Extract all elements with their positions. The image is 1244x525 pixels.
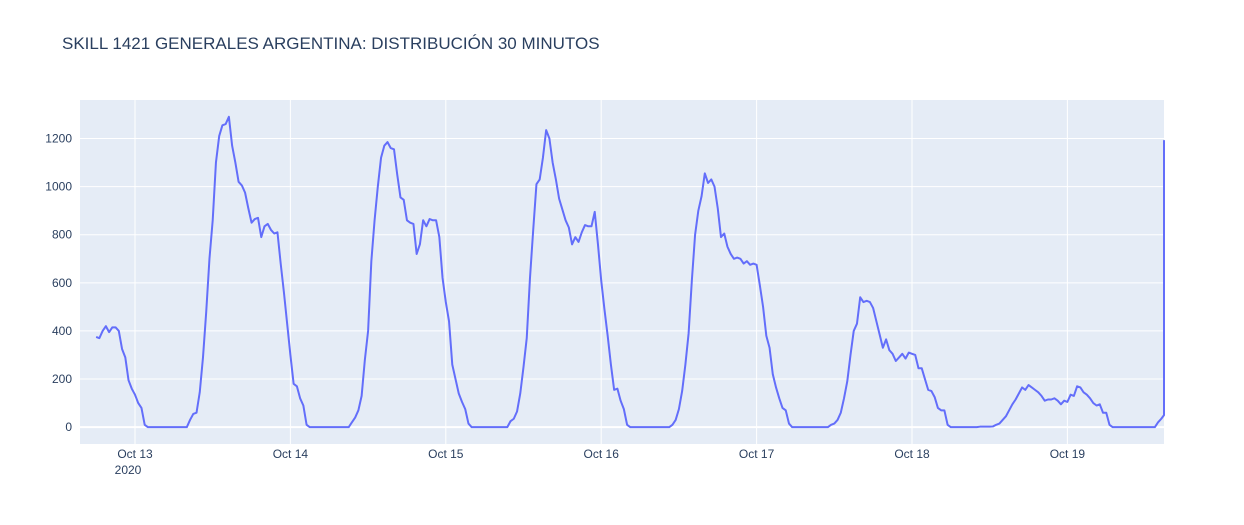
x-tick-label: Oct 17	[739, 447, 775, 461]
chart-title: SKILL 1421 GENERALES ARGENTINA: DISTRIBU…	[62, 34, 600, 53]
y-tick-label: 1200	[45, 131, 72, 145]
tick-labels: 0 200 400 600 800 1000 1200 Oct 13 Oct 14 Oct 15 O…	[45, 131, 1085, 477]
y-tick-label: 800	[52, 228, 72, 242]
plot-area	[80, 100, 1164, 444]
x-year-label: 2020	[115, 463, 142, 477]
x-tick-label: Oct 18	[894, 447, 930, 461]
y-tick-label: 200	[52, 372, 72, 386]
series-line[interactable]	[95, 115, 1165, 429]
y-tick-label: 1000	[45, 180, 72, 194]
gridlines	[80, 100, 1164, 444]
y-tick-label: 0	[65, 420, 72, 434]
y-tick-label: 400	[52, 324, 72, 338]
x-tick-label: Oct 16	[584, 447, 620, 461]
series-line-layer	[95, 115, 1165, 429]
x-tick-label: Oct 13	[117, 447, 153, 461]
x-tick-label: Oct 14	[273, 447, 309, 461]
x-tick-label: Oct 19	[1050, 447, 1086, 461]
x-tick-label: Oct 15	[428, 447, 464, 461]
y-tick-label: 600	[52, 276, 72, 290]
